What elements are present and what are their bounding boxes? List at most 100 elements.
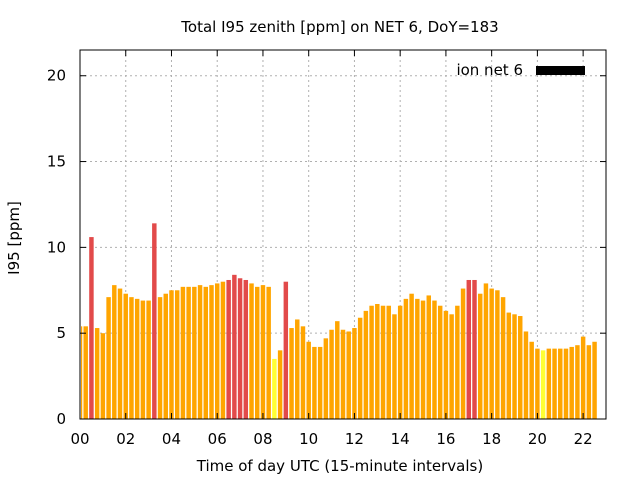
- data-bar: [449, 314, 454, 419]
- data-bar: [455, 305, 460, 419]
- data-bar: [192, 286, 197, 419]
- data-bar: [100, 333, 106, 419]
- x-tick-label: 22: [574, 430, 593, 448]
- data-bar: [552, 348, 557, 419]
- data-bar: [352, 328, 357, 419]
- data-bar: [163, 293, 168, 419]
- data-bar: [146, 300, 151, 419]
- data-bar: [363, 310, 369, 419]
- data-bar: [563, 348, 569, 419]
- data-bar: [477, 293, 483, 419]
- data-bar: [295, 319, 300, 419]
- data-bar: [112, 285, 117, 419]
- x-tick-label: 16: [436, 430, 455, 448]
- data-bar: [403, 298, 409, 419]
- data-bar: [323, 338, 329, 419]
- data-bar: [83, 326, 88, 419]
- y-tick-label: 10: [47, 238, 66, 256]
- data-bar: [535, 348, 540, 419]
- data-bar: [203, 286, 209, 419]
- x-tick-label: 02: [116, 430, 135, 448]
- data-bar: [569, 346, 574, 419]
- data-bar: [306, 341, 311, 419]
- data-bar: [380, 305, 386, 419]
- data-bar: [392, 314, 397, 419]
- data-bar: [466, 279, 472, 419]
- data-bar: [220, 281, 226, 419]
- data-bar: [483, 283, 489, 419]
- data-bar: [489, 288, 494, 419]
- data-bar: [197, 285, 203, 419]
- ticks-layer: 0 5 10 15 20 00 02 04 06 08 10 12 14 16 18 20 22: [47, 50, 606, 448]
- data-bar: [283, 281, 289, 419]
- data-bar: [340, 329, 346, 419]
- data-bar: [540, 350, 546, 419]
- data-bar: [546, 348, 552, 419]
- data-bar: [214, 283, 220, 419]
- grid-layer: [80, 50, 606, 419]
- y-tick-label: 20: [47, 67, 66, 85]
- x-tick-label: 14: [391, 430, 410, 448]
- data-bar: [186, 286, 191, 419]
- data-bar: [317, 346, 323, 419]
- data-bar: [329, 329, 334, 419]
- x-tick-label: 12: [345, 430, 364, 448]
- data-bar: [140, 300, 146, 419]
- legend-swatch: [536, 66, 585, 75]
- data-bar: [237, 278, 243, 419]
- data-bar: [123, 293, 128, 419]
- data-bar: [512, 314, 517, 419]
- data-bar: [460, 288, 466, 419]
- data-bar: [335, 321, 340, 419]
- data-bar: [500, 297, 506, 419]
- plot-frame: [79, 49, 607, 420]
- y-tick-label: 5: [56, 324, 66, 342]
- data-bar: [580, 336, 586, 419]
- data-bar: [81, 326, 83, 419]
- data-bar: [157, 297, 163, 419]
- data-bar: [129, 297, 134, 419]
- data-bar: [174, 290, 180, 419]
- data-bar: [226, 279, 231, 419]
- data-bar: [300, 326, 306, 419]
- data-bar: [106, 297, 111, 419]
- y-tick-label: 15: [47, 153, 66, 171]
- data-bar: [437, 305, 443, 419]
- x-tick-label: 20: [528, 430, 547, 448]
- data-bar: [586, 345, 592, 419]
- data-bar: [415, 298, 420, 419]
- chart-title: Total I95 zenith [ppm] on NET 6, DoY=183: [180, 18, 498, 36]
- data-bar: [209, 285, 214, 419]
- data-bar: [346, 331, 351, 419]
- data-bar: [243, 279, 249, 419]
- data-bar: [255, 286, 260, 419]
- x-tick-label: 00: [70, 430, 89, 448]
- data-bar: [375, 304, 380, 419]
- data-bar: [357, 317, 363, 419]
- data-bar: [249, 283, 254, 419]
- data-bar: [506, 312, 512, 419]
- data-bar: [134, 298, 140, 419]
- data-bar: [575, 345, 580, 419]
- x-tick-label: 18: [482, 430, 501, 448]
- data-bar: [272, 358, 277, 419]
- data-bar: [266, 286, 271, 419]
- y-tick-label: 0: [56, 410, 66, 428]
- data-bar: [369, 305, 374, 419]
- bars-layer: [81, 223, 597, 419]
- x-axis-label: Time of day UTC (15-minute intervals): [196, 457, 483, 475]
- y-axis-label: I95 [ppm]: [5, 201, 23, 275]
- data-bar: [289, 328, 294, 419]
- x-tick-label: 06: [208, 430, 227, 448]
- data-bar: [518, 316, 523, 419]
- data-bar: [432, 300, 437, 419]
- data-bar: [495, 290, 500, 419]
- data-bar: [277, 350, 283, 419]
- x-tick-label: 08: [253, 430, 272, 448]
- data-bar: [169, 290, 174, 419]
- data-bar: [386, 305, 391, 419]
- data-bar: [94, 328, 100, 419]
- legend-label: ion net 6: [456, 61, 523, 79]
- x-tick-label: 10: [299, 430, 318, 448]
